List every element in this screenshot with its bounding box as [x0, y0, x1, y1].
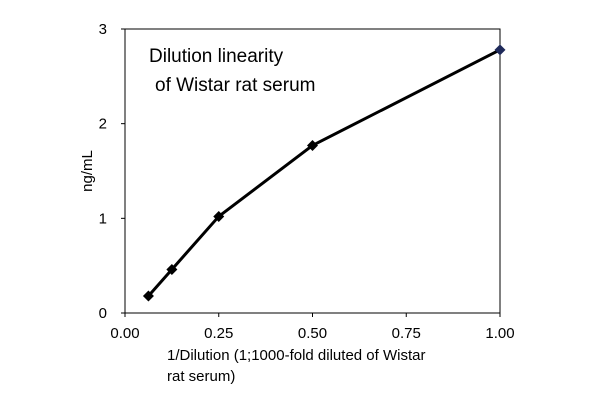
x-tick-label: 0.75 [392, 325, 421, 342]
x-tick-label: 0.25 [204, 325, 233, 342]
data-point [307, 139, 318, 151]
y-tick-label: 1 [99, 210, 107, 227]
x-axis-ticks: 0.00 0.25 0.50 0.75 1.00 [110, 313, 515, 342]
y-tick-label: 0 [99, 305, 107, 322]
x-tick-label: 0.50 [298, 325, 327, 342]
plot-frame [124, 28, 501, 314]
x-axis-label-line-1: 1/Dilution (1;1000-fold diluted of Wista… [167, 347, 425, 364]
x-axis-label-line-2: rat serum) [167, 368, 235, 385]
annotation-line-2: of Wistar rat serum [155, 75, 315, 96]
series-1 [142, 44, 506, 302]
data-point [166, 263, 178, 275]
annotation-line-1: Dilution linearity [149, 46, 284, 67]
y-axis-label: ng/mL [79, 150, 96, 192]
y-tick-label: 3 [99, 21, 107, 38]
data-point [213, 210, 225, 222]
y-axis-ticks: 0 1 2 3 [99, 21, 125, 322]
x-tick-label: 1.00 [485, 325, 514, 342]
data-point [494, 44, 506, 56]
data-point [142, 290, 154, 302]
y-tick-label: 2 [99, 116, 107, 133]
x-tick-label: 0.00 [110, 325, 139, 342]
